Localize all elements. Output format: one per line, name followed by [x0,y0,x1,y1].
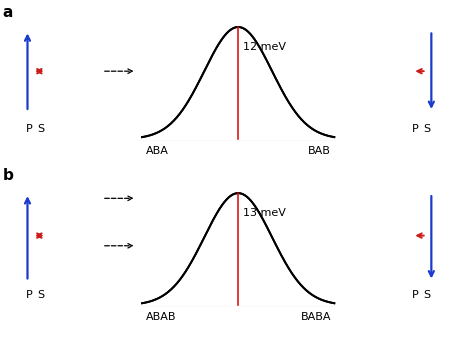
Text: ABAB: ABAB [146,312,176,322]
Text: S: S [37,124,45,134]
Text: ABA: ABA [146,146,168,156]
Text: 12 meV: 12 meV [243,42,286,52]
Text: BABA: BABA [301,312,331,322]
Text: P: P [412,124,419,134]
Text: S: S [37,290,45,300]
Text: P: P [26,124,33,134]
Text: S: S [423,124,430,134]
Text: b: b [2,168,13,183]
Text: a: a [2,5,13,20]
Text: P: P [26,290,33,300]
Text: S: S [423,290,430,300]
Text: BAB: BAB [308,146,331,156]
Text: 13 meV: 13 meV [243,208,285,218]
Text: P: P [412,290,419,300]
